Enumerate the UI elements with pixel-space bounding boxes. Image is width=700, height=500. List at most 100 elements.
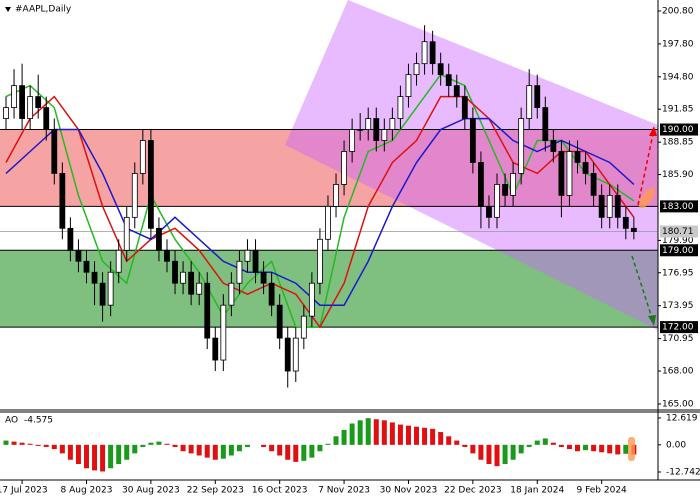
candle-body — [131, 173, 138, 218]
ao-bar — [623, 444, 629, 454]
ao-bar — [381, 420, 387, 445]
price-box-label: 180.71 — [662, 227, 694, 237]
ao-bar — [180, 444, 186, 452]
ao-bar — [502, 444, 508, 465]
ao-bar — [140, 444, 146, 447]
ao-bar — [333, 436, 339, 445]
ao-bar — [51, 444, 57, 450]
ao-bar — [325, 443, 331, 445]
ao-bar — [454, 440, 460, 445]
ao-bar — [100, 444, 106, 472]
candle-body — [236, 260, 243, 284]
candle-body — [453, 85, 460, 97]
ao-bar — [518, 444, 524, 454]
ao-bar — [430, 428, 436, 445]
candle-body — [478, 162, 484, 207]
ao-bar — [575, 444, 581, 452]
price-box-label: 172.00 — [662, 323, 694, 333]
price-box-label: 190.00 — [662, 125, 694, 135]
x-tick-label: 22 Dec 2023 — [444, 486, 502, 496]
highlight — [638, 187, 656, 209]
price-box — [660, 244, 698, 257]
candle-body — [614, 194, 621, 218]
ao-bar — [83, 444, 89, 469]
candle-body — [598, 194, 605, 218]
ao-bar — [196, 444, 202, 456]
y-tick-label: 176.95 — [662, 268, 694, 278]
candle-body — [188, 271, 195, 295]
candle-body — [494, 184, 500, 218]
moving-average — [5, 117, 635, 306]
candle-body — [518, 118, 525, 174]
ao-bar — [116, 444, 122, 465]
candle-body — [606, 194, 613, 218]
ao-bar — [148, 442, 154, 445]
candle-body — [349, 129, 356, 152]
candle-body — [276, 304, 283, 339]
candle-body — [268, 282, 275, 306]
ao-bar — [534, 440, 540, 445]
candle-body — [43, 107, 50, 130]
ao-bar — [59, 444, 65, 454]
candle-body — [308, 282, 315, 317]
up-arrowhead — [649, 126, 657, 136]
candle-body — [574, 151, 581, 163]
candle-body — [317, 238, 323, 284]
y-tick-label: 173.95 — [662, 301, 694, 311]
candle-body — [590, 173, 597, 196]
y-tick-label: 168.00 — [662, 367, 694, 377]
candle-body — [19, 85, 25, 119]
candle-body — [413, 63, 420, 76]
ao-bar — [317, 444, 323, 452]
y-tick-label: 197.80 — [662, 39, 694, 49]
ao-bar — [607, 444, 613, 454]
candle-body — [260, 271, 267, 284]
ao-bar — [67, 444, 73, 460]
candle-body — [107, 271, 114, 306]
candle-body — [526, 85, 533, 119]
indicator-value: -4.575 — [24, 416, 53, 426]
candle-body — [405, 74, 412, 97]
ao-bar — [550, 442, 556, 445]
candle-body — [75, 249, 82, 262]
down-arrowhead — [648, 315, 656, 326]
ao-bar — [11, 441, 17, 445]
ao-bar — [615, 444, 621, 455]
highlight — [628, 437, 635, 461]
candle-body — [622, 216, 629, 229]
ao-bar — [486, 444, 492, 465]
ao-bar — [220, 444, 226, 459]
ao-bar — [446, 436, 452, 445]
candle-body — [3, 107, 9, 119]
candle-body — [27, 96, 34, 119]
ao-bar — [35, 444, 41, 446]
candle-body — [630, 227, 637, 232]
y-tick-label: 0.00 — [666, 440, 686, 450]
ao-bar — [526, 444, 532, 447]
ao-bar — [277, 444, 283, 456]
candle-body — [172, 260, 178, 284]
ao-bar — [373, 419, 379, 445]
ao-bar — [349, 423, 355, 445]
indicator-name: AO — [5, 416, 18, 426]
candle-body — [381, 129, 388, 141]
candle-body — [123, 216, 130, 251]
candle-body — [91, 271, 98, 284]
price-box — [660, 225, 698, 238]
ao-bar — [566, 444, 572, 450]
ao-bar — [188, 444, 194, 454]
ao-bar — [558, 444, 564, 447]
candle-body — [212, 337, 219, 361]
ao-bar — [414, 426, 420, 445]
candle-body — [325, 205, 331, 240]
ao-bar — [478, 444, 484, 460]
ao-bar — [309, 444, 315, 458]
marks — [0, 25, 658, 472]
y-tick-label: 170.95 — [662, 334, 694, 344]
price-box-label: 183.00 — [662, 202, 694, 212]
candle-body — [51, 129, 58, 174]
candle-body — [292, 337, 299, 372]
candle-body — [252, 249, 259, 273]
candle-body — [397, 96, 404, 119]
